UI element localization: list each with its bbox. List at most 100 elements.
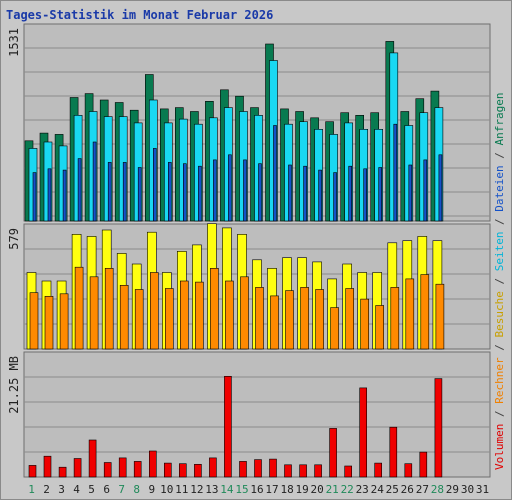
- bar-dateien-day-23: [363, 168, 368, 222]
- bar-rechner-day-17: [270, 295, 279, 350]
- legend-separator: /: [493, 410, 506, 423]
- day-label-19: 19: [295, 483, 308, 496]
- day-label-23: 23: [356, 483, 369, 496]
- day-label-24: 24: [371, 483, 385, 496]
- bar-volumen-day-3: [58, 466, 67, 478]
- bar-volumen-day-9: [149, 450, 157, 478]
- legend-separator: /: [493, 218, 506, 231]
- bar-rechner-day-12: [195, 281, 204, 350]
- bar-volumen-day-11: [179, 463, 187, 478]
- legend-volumen: Volumen: [493, 424, 506, 470]
- day-label-14: 14: [220, 483, 234, 496]
- panel-visits-max-label: 579: [7, 228, 21, 250]
- bar-dateien-day-28: [438, 154, 443, 222]
- legend-rechner: Rechner: [493, 357, 506, 410]
- bar-rechner-day-2: [44, 295, 54, 350]
- bar-dateien-day-17: [273, 125, 277, 222]
- bar-volumen-day-27: [419, 451, 428, 478]
- bar-rechner-day-6: [104, 267, 114, 350]
- bar-rechner-day-5: [89, 276, 99, 350]
- bar-rechner-day-24: [375, 305, 385, 350]
- bar-dateien-day-4: [77, 158, 82, 222]
- bar-rechner-day-8: [134, 289, 144, 350]
- bar-dateien-day-16: [258, 163, 262, 222]
- bar-rechner-day-18: [285, 290, 294, 350]
- bar-dateien-day-9: [153, 148, 157, 222]
- bar-volumen-day-23: [359, 387, 368, 478]
- bar-dateien-day-3: [62, 169, 67, 222]
- bar-volumen-day-12: [194, 463, 202, 478]
- day-label-13: 13: [205, 483, 218, 496]
- legend-separator: /: [493, 344, 506, 357]
- bar-dateien-day-11: [183, 163, 187, 222]
- bar-rechner-day-28: [435, 283, 445, 350]
- legend-anfragen: Anfragen: [493, 92, 506, 152]
- bar-volumen-day-22: [344, 465, 353, 478]
- bar-volumen-day-26: [404, 463, 413, 478]
- panel-requests-max-label: 1531: [7, 28, 21, 57]
- bar-rechner-day-21: [330, 307, 339, 350]
- day-label-27: 27: [416, 483, 429, 496]
- bar-dateien-day-12: [198, 165, 202, 222]
- bar-volumen-day-2: [43, 455, 52, 478]
- bar-volumen-day-25: [389, 426, 398, 478]
- bar-rechner-day-1: [29, 292, 39, 350]
- day-label-4: 4: [73, 483, 80, 496]
- bar-dateien-day-26: [408, 164, 413, 222]
- day-label-16: 16: [250, 483, 263, 496]
- bar-volumen-day-4: [73, 458, 82, 478]
- day-label-26: 26: [401, 483, 414, 496]
- day-label-15: 15: [235, 483, 248, 496]
- day-label-17: 17: [265, 483, 278, 496]
- bar-dateien-day-22: [348, 165, 353, 222]
- bar-volumen-day-16: [254, 459, 262, 478]
- day-label-31: 31: [476, 483, 489, 496]
- day-label-18: 18: [280, 483, 293, 496]
- bar-dateien-day-19: [303, 165, 307, 222]
- day-label-9: 9: [148, 483, 155, 496]
- day-label-5: 5: [88, 483, 95, 496]
- bar-volumen-day-14: [224, 375, 232, 478]
- bar-rechner-day-22: [345, 288, 355, 350]
- legend-separator: /: [493, 278, 506, 291]
- day-label-21: 21: [326, 483, 339, 496]
- day-label-6: 6: [103, 483, 110, 496]
- bar-volumen-day-6: [103, 462, 112, 478]
- day-label-7: 7: [118, 483, 125, 496]
- bar-rechner-day-9: [150, 272, 159, 350]
- day-label-12: 12: [190, 483, 203, 496]
- panel-volume-max-label: 21.25 MB: [7, 356, 21, 414]
- bar-dateien-day-7: [122, 162, 127, 222]
- bar-rechner-day-11: [180, 280, 189, 350]
- bar-dateien-day-24: [378, 167, 383, 222]
- panel-max-labels: 1531 579 21.25 MB: [7, 28, 21, 414]
- day-label-2: 2: [43, 483, 50, 496]
- legend-dateien: Dateien: [493, 165, 506, 218]
- bar-dateien-day-20: [318, 169, 322, 222]
- bar-rechner-day-16: [255, 287, 264, 350]
- bar-dateien-day-14: [228, 154, 232, 222]
- bar-rechner-day-15: [240, 276, 249, 350]
- bar-volumen-day-24: [374, 462, 383, 478]
- bar-volumen-day-15: [239, 461, 247, 478]
- bar-dateien-day-2: [47, 168, 52, 222]
- series-legend: Volumen / Rechner / Besuche / Seiten / D…: [493, 92, 506, 470]
- bar-dateien-day-10: [168, 162, 172, 222]
- panel-volume-background: [23, 351, 491, 478]
- legend-seiten: Seiten: [493, 232, 506, 278]
- bar-volumen-day-1: [28, 465, 37, 478]
- bar-rechner-day-19: [300, 287, 309, 350]
- day-label-25: 25: [386, 483, 399, 496]
- bar-rechner-day-26: [405, 278, 415, 350]
- bar-rechner-day-25: [390, 287, 400, 350]
- legend-besuche: Besuche: [493, 291, 506, 344]
- day-label-30: 30: [461, 483, 474, 496]
- bar-dateien-day-27: [423, 159, 428, 222]
- bar-volumen-day-10: [164, 462, 172, 478]
- day-label-10: 10: [160, 483, 173, 496]
- bar-rechner-day-23: [360, 298, 370, 350]
- bar-volumen-day-5: [88, 439, 97, 478]
- day-label-8: 8: [133, 483, 140, 496]
- bar-rechner-day-10: [165, 288, 174, 350]
- page-title: Tages-Statistik im Monat Februar 2026: [6, 8, 274, 22]
